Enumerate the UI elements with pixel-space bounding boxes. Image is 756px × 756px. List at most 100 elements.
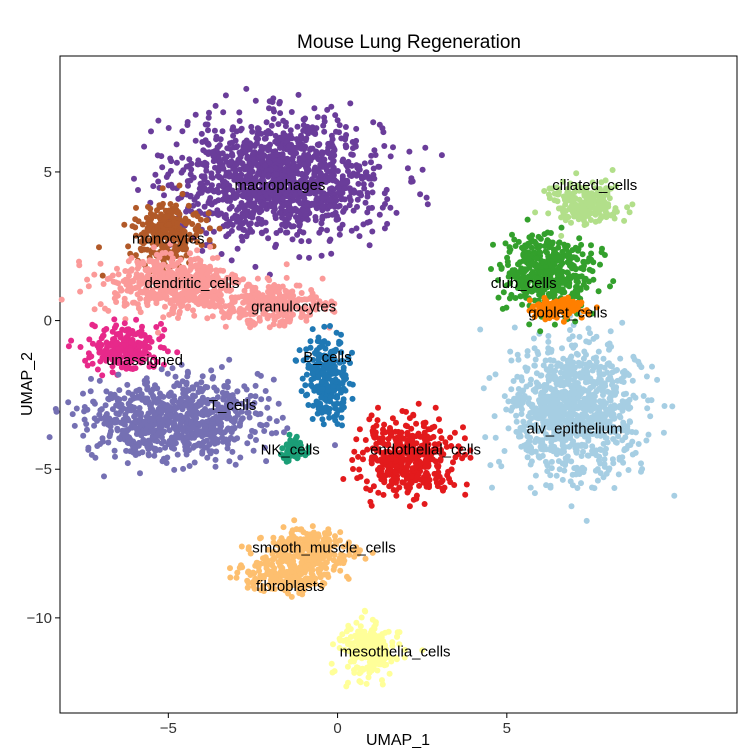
cell-point [162,303,168,310]
cell-point [297,200,304,207]
cell-point [328,250,335,257]
cell-point [105,439,112,446]
cell-point [265,395,272,402]
cell-point [320,370,327,376]
cell-point [158,409,165,416]
cell-point [630,392,637,399]
cell-point [597,446,604,453]
cell-point [315,334,322,341]
cell-point [217,158,224,165]
cell-point [145,452,152,459]
cell-point [350,466,356,472]
cell-point [172,423,179,430]
cell-point [103,388,110,395]
cell-point [282,319,289,326]
cell-point [165,125,172,131]
cell-point [115,271,122,278]
cell-point [172,373,179,380]
cell-point [525,399,532,406]
cell-point [145,268,152,275]
cell-point [109,272,116,279]
cell-point [296,220,303,227]
cell-point [371,147,378,154]
cell-point [181,414,188,421]
cell-point [266,98,273,105]
cell-point [364,193,371,200]
cell-point [446,475,452,482]
cell-point [108,342,115,349]
cell-point [73,405,80,412]
cell-point [333,410,340,417]
cell-point [175,315,181,321]
cell-point [608,412,615,419]
cell-point [303,135,310,142]
cell-point [224,153,231,160]
cell-point [438,435,445,442]
cell-point [205,210,212,217]
cell-point [309,326,316,333]
cell-point [387,425,393,431]
cell-point [573,471,580,478]
cell-point [115,371,122,378]
cell-point [237,152,244,159]
cell-point [179,128,186,135]
cell-point [437,457,444,464]
cell-point [489,484,495,491]
cell-point [423,194,430,201]
cell-point [243,85,250,92]
cell-point [77,288,84,295]
cell-point [508,357,515,364]
cell-point [368,412,375,419]
cell-point [183,388,190,395]
cell-point [382,429,389,436]
cell-point [236,118,243,124]
cell-point [263,458,270,465]
cell-point [68,337,75,344]
cell-point [496,458,502,465]
cell-point [580,448,586,455]
cell-point [265,128,272,134]
cell-point [338,414,345,421]
chart-title: Mouse Lung Regeneration [297,32,521,53]
cell-point [391,475,398,481]
cell-point [424,201,431,208]
cell-point [139,221,146,228]
cell-point [128,407,135,414]
cell-point [631,356,638,363]
cell-point [327,203,334,210]
cell-point [218,251,225,257]
cell-point [314,114,321,121]
cell-point [569,333,576,340]
cell-point [286,206,293,213]
cell-point [195,157,202,164]
cell-point [178,303,185,310]
cell-point [257,372,264,379]
cell-point [342,124,349,130]
cell-point [617,414,624,421]
cell-point [241,213,248,220]
cell-point [357,190,364,196]
cell-point [252,97,259,104]
cell-point [97,260,104,267]
cell-point [121,395,128,402]
cell-point [175,414,182,421]
cell-point [300,122,307,129]
cell-point [544,366,550,373]
cell-point [298,145,305,152]
cell-point [169,398,176,405]
cell-point [216,182,222,189]
cell-point [223,436,229,443]
cell-point [574,485,581,491]
cell-point [210,374,217,380]
cell-point [375,466,381,473]
cell-point [203,301,210,308]
cell-point [116,387,123,394]
cell-point [151,452,158,459]
cell-point [88,375,94,382]
cell-point [660,429,667,436]
cell-point [112,419,119,426]
cell-point [578,480,584,487]
cell-point [85,446,92,453]
cell-point [226,356,233,363]
cell-point [601,463,608,470]
